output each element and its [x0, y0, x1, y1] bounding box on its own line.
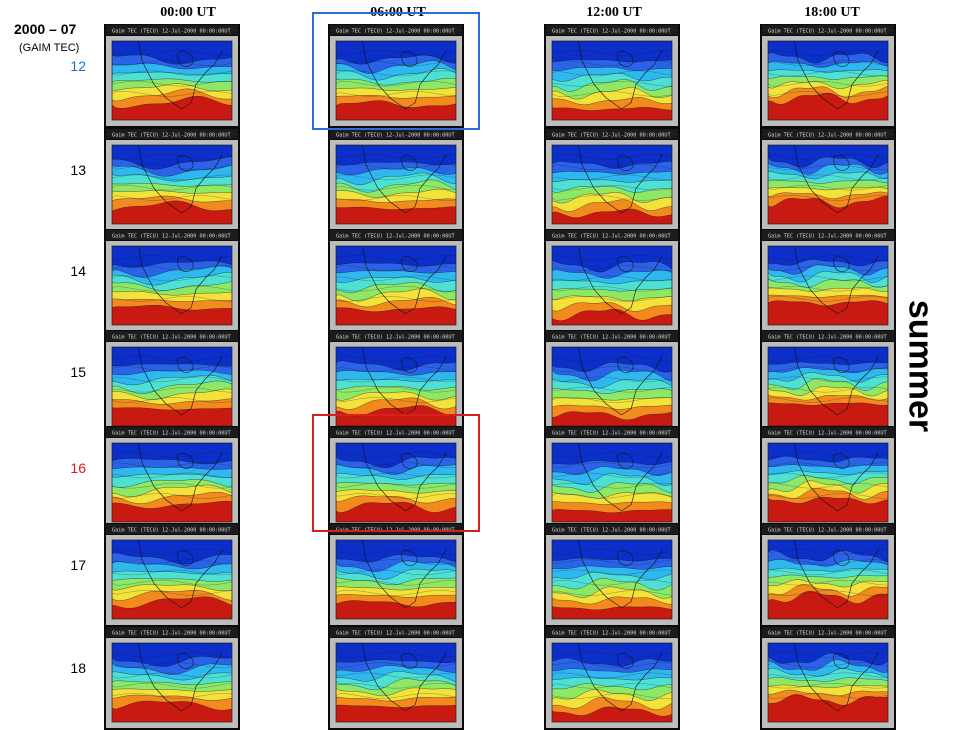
- tec-contour-map: Gaim TEC (TECU) 12-Jul-2000 00:00:00UT: [762, 331, 894, 432]
- panel-caption: Gaim TEC (TECU) 12-Jul-2000 00:00:00UT: [552, 335, 671, 341]
- panel-caption: Gaim TEC (TECU) 12-Jul-2000 00:00:00UT: [552, 133, 671, 139]
- panel-caption: Gaim TEC (TECU) 12-Jul-2000 00:00:00UT: [112, 631, 231, 637]
- tec-map-panel: Gaim TEC (TECU) 12-Jul-2000 00:00:00UT: [544, 426, 680, 530]
- figure-subtitle: (GAIM TEC): [19, 42, 80, 54]
- tec-contour-map: Gaim TEC (TECU) 12-Jul-2000 00:00:00UT: [330, 331, 462, 432]
- panel-caption: Gaim TEC (TECU) 12-Jul-2000 00:00:00UT: [552, 528, 671, 534]
- tec-contour-map: Gaim TEC (TECU) 12-Jul-2000 00:00:00UT: [762, 427, 894, 528]
- column-header-18ut: 18:00 UT: [804, 5, 860, 20]
- tec-contour-map: Gaim TEC (TECU) 12-Jul-2000 00:00:00UT: [762, 230, 894, 331]
- tec-map-panel: Gaim TEC (TECU) 12-Jul-2000 00:00:00UT: [328, 24, 464, 128]
- row-day-label: 14: [70, 263, 86, 279]
- tec-map-panel: Gaim TEC (TECU) 12-Jul-2000 00:00:00UT: [760, 626, 896, 730]
- tec-contour-map: Gaim TEC (TECU) 12-Jul-2000 00:00:00UT: [106, 524, 238, 625]
- tec-contour-map: Gaim TEC (TECU) 12-Jul-2000 00:00:00UT: [762, 627, 894, 728]
- tec-map-panel: Gaim TEC (TECU) 12-Jul-2000 00:00:00UT: [328, 330, 464, 434]
- tec-contour-map: Gaim TEC (TECU) 12-Jul-2000 00:00:00UT: [546, 25, 678, 126]
- tec-contour-map: Gaim TEC (TECU) 12-Jul-2000 00:00:00UT: [330, 25, 462, 126]
- tec-contour-map: Gaim TEC (TECU) 12-Jul-2000 00:00:00UT: [330, 427, 462, 528]
- tec-map-panel: Gaim TEC (TECU) 12-Jul-2000 00:00:00UT: [544, 229, 680, 333]
- tec-map-panel: Gaim TEC (TECU) 12-Jul-2000 00:00:00UT: [760, 128, 896, 232]
- tec-map-panel: Gaim TEC (TECU) 12-Jul-2000 00:00:00UT: [104, 626, 240, 730]
- tec-map-panel: Gaim TEC (TECU) 12-Jul-2000 00:00:00UT: [544, 24, 680, 128]
- tec-contour-map: Gaim TEC (TECU) 12-Jul-2000 00:00:00UT: [762, 129, 894, 230]
- panel-caption: Gaim TEC (TECU) 12-Jul-2000 00:00:00UT: [552, 631, 671, 637]
- panel-caption: Gaim TEC (TECU) 12-Jul-2000 00:00:00UT: [768, 335, 887, 341]
- tec-contour-map: Gaim TEC (TECU) 12-Jul-2000 00:00:00UT: [546, 524, 678, 625]
- tec-map-panel: Gaim TEC (TECU) 12-Jul-2000 00:00:00UT: [104, 24, 240, 128]
- tec-map-panel: Gaim TEC (TECU) 12-Jul-2000 00:00:00UT: [544, 330, 680, 434]
- panel-caption: Gaim TEC (TECU) 12-Jul-2000 00:00:00UT: [112, 133, 231, 139]
- row-day-label: 13: [70, 162, 86, 178]
- panel-caption: Gaim TEC (TECU) 12-Jul-2000 00:00:00UT: [336, 29, 455, 35]
- highlight-box: [312, 12, 480, 130]
- panel-caption: Gaim TEC (TECU) 12-Jul-2000 00:00:00UT: [112, 29, 231, 35]
- tec-contour-map: Gaim TEC (TECU) 12-Jul-2000 00:00:00UT: [106, 230, 238, 331]
- panel-caption: Gaim TEC (TECU) 12-Jul-2000 00:00:00UT: [768, 431, 887, 437]
- tec-map-panel: Gaim TEC (TECU) 12-Jul-2000 00:00:00UT: [328, 229, 464, 333]
- panel-caption: Gaim TEC (TECU) 12-Jul-2000 00:00:00UT: [112, 335, 231, 341]
- tec-map-panel: Gaim TEC (TECU) 12-Jul-2000 00:00:00UT: [760, 426, 896, 530]
- tec-contour-map: Gaim TEC (TECU) 12-Jul-2000 00:00:00UT: [546, 627, 678, 728]
- panel-caption: Gaim TEC (TECU) 12-Jul-2000 00:00:00UT: [336, 133, 455, 139]
- row-day-label: 17: [70, 557, 86, 573]
- tec-map-panel: Gaim TEC (TECU) 12-Jul-2000 00:00:00UT: [104, 426, 240, 530]
- tec-map-panel: Gaim TEC (TECU) 12-Jul-2000 00:00:00UT: [328, 128, 464, 232]
- tec-contour-map: Gaim TEC (TECU) 12-Jul-2000 00:00:00UT: [106, 25, 238, 126]
- tec-map-panel: Gaim TEC (TECU) 12-Jul-2000 00:00:00UT: [760, 330, 896, 434]
- panel-caption: Gaim TEC (TECU) 12-Jul-2000 00:00:00UT: [768, 29, 887, 35]
- panel-caption: Gaim TEC (TECU) 12-Jul-2000 00:00:00UT: [112, 431, 231, 437]
- panel-caption: Gaim TEC (TECU) 12-Jul-2000 00:00:00UT: [768, 234, 887, 240]
- tec-contour-map: Gaim TEC (TECU) 12-Jul-2000 00:00:00UT: [762, 524, 894, 625]
- tec-map-panel: Gaim TEC (TECU) 12-Jul-2000 00:00:00UT: [760, 229, 896, 333]
- highlight-box: [312, 414, 480, 532]
- tec-map-panel: Gaim TEC (TECU) 12-Jul-2000 00:00:00UT: [760, 24, 896, 128]
- panel-caption: Gaim TEC (TECU) 12-Jul-2000 00:00:00UT: [112, 528, 231, 534]
- tec-map-panel: Gaim TEC (TECU) 12-Jul-2000 00:00:00UT: [544, 523, 680, 627]
- tec-contour-map: Gaim TEC (TECU) 12-Jul-2000 00:00:00UT: [106, 627, 238, 728]
- panel-caption: Gaim TEC (TECU) 12-Jul-2000 00:00:00UT: [336, 431, 455, 437]
- tec-map-panel: Gaim TEC (TECU) 12-Jul-2000 00:00:00UT: [104, 229, 240, 333]
- tec-contour-map: Gaim TEC (TECU) 12-Jul-2000 00:00:00UT: [546, 331, 678, 432]
- column-header-12ut: 12:00 UT: [586, 5, 642, 20]
- tec-map-panel: Gaim TEC (TECU) 12-Jul-2000 00:00:00UT: [544, 128, 680, 232]
- panel-caption: Gaim TEC (TECU) 12-Jul-2000 00:00:00UT: [336, 234, 455, 240]
- tec-contour-map: Gaim TEC (TECU) 12-Jul-2000 00:00:00UT: [330, 627, 462, 728]
- tec-contour-map: Gaim TEC (TECU) 12-Jul-2000 00:00:00UT: [330, 230, 462, 331]
- tec-contour-map: Gaim TEC (TECU) 12-Jul-2000 00:00:00UT: [546, 230, 678, 331]
- panel-caption: Gaim TEC (TECU) 12-Jul-2000 00:00:00UT: [552, 234, 671, 240]
- figure-title: 2000 – 07: [14, 21, 77, 37]
- tec-contour-map: Gaim TEC (TECU) 12-Jul-2000 00:00:00UT: [330, 129, 462, 230]
- row-day-label: 16: [70, 460, 86, 476]
- tec-map-panel: Gaim TEC (TECU) 12-Jul-2000 00:00:00UT: [544, 626, 680, 730]
- column-header-00ut: 00:00 UT: [160, 5, 216, 20]
- tec-contour-map: Gaim TEC (TECU) 12-Jul-2000 00:00:00UT: [330, 524, 462, 625]
- panel-caption: Gaim TEC (TECU) 12-Jul-2000 00:00:00UT: [768, 528, 887, 534]
- panel-caption: Gaim TEC (TECU) 12-Jul-2000 00:00:00UT: [112, 234, 231, 240]
- panel-caption: Gaim TEC (TECU) 12-Jul-2000 00:00:00UT: [552, 29, 671, 35]
- row-day-label: 12: [70, 58, 86, 74]
- tec-map-panel: Gaim TEC (TECU) 12-Jul-2000 00:00:00UT: [760, 523, 896, 627]
- panel-caption: Gaim TEC (TECU) 12-Jul-2000 00:00:00UT: [336, 631, 455, 637]
- tec-map-panel: Gaim TEC (TECU) 12-Jul-2000 00:00:00UT: [328, 426, 464, 530]
- panel-caption: Gaim TEC (TECU) 12-Jul-2000 00:00:00UT: [336, 335, 455, 341]
- tec-map-panel: Gaim TEC (TECU) 12-Jul-2000 00:00:00UT: [104, 330, 240, 434]
- tec-map-panel: Gaim TEC (TECU) 12-Jul-2000 00:00:00UT: [328, 626, 464, 730]
- tec-contour-map: Gaim TEC (TECU) 12-Jul-2000 00:00:00UT: [106, 427, 238, 528]
- tec-contour-map: Gaim TEC (TECU) 12-Jul-2000 00:00:00UT: [546, 427, 678, 528]
- tec-contour-map: Gaim TEC (TECU) 12-Jul-2000 00:00:00UT: [106, 129, 238, 230]
- tec-contour-map: Gaim TEC (TECU) 12-Jul-2000 00:00:00UT: [762, 25, 894, 126]
- row-day-label: 15: [70, 364, 86, 380]
- tec-contour-map: Gaim TEC (TECU) 12-Jul-2000 00:00:00UT: [106, 331, 238, 432]
- tec-map-panel: Gaim TEC (TECU) 12-Jul-2000 00:00:00UT: [104, 128, 240, 232]
- tec-map-panel: Gaim TEC (TECU) 12-Jul-2000 00:00:00UT: [104, 523, 240, 627]
- panel-caption: Gaim TEC (TECU) 12-Jul-2000 00:00:00UT: [768, 133, 887, 139]
- season-label: summer: [901, 299, 940, 433]
- panel-caption: Gaim TEC (TECU) 12-Jul-2000 00:00:00UT: [768, 631, 887, 637]
- tec-map-panel: Gaim TEC (TECU) 12-Jul-2000 00:00:00UT: [328, 523, 464, 627]
- tec-contour-map: Gaim TEC (TECU) 12-Jul-2000 00:00:00UT: [546, 129, 678, 230]
- panel-caption: Gaim TEC (TECU) 12-Jul-2000 00:00:00UT: [552, 431, 671, 437]
- row-day-label: 18: [70, 660, 86, 676]
